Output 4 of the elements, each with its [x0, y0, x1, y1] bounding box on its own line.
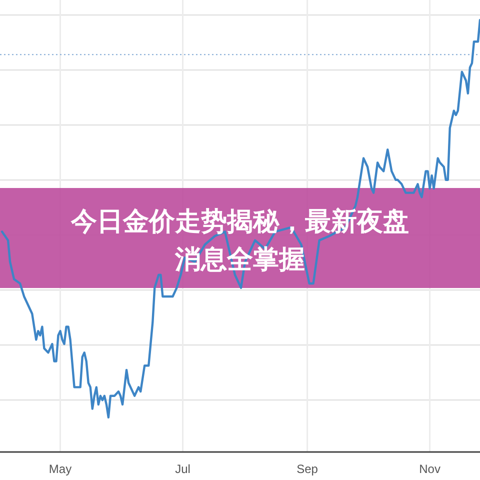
x-tick-label: Nov: [419, 462, 440, 476]
x-tick-label: Sep: [296, 462, 318, 476]
x-tick-label: May: [48, 462, 72, 476]
x-tick-label: Jul: [175, 462, 190, 476]
